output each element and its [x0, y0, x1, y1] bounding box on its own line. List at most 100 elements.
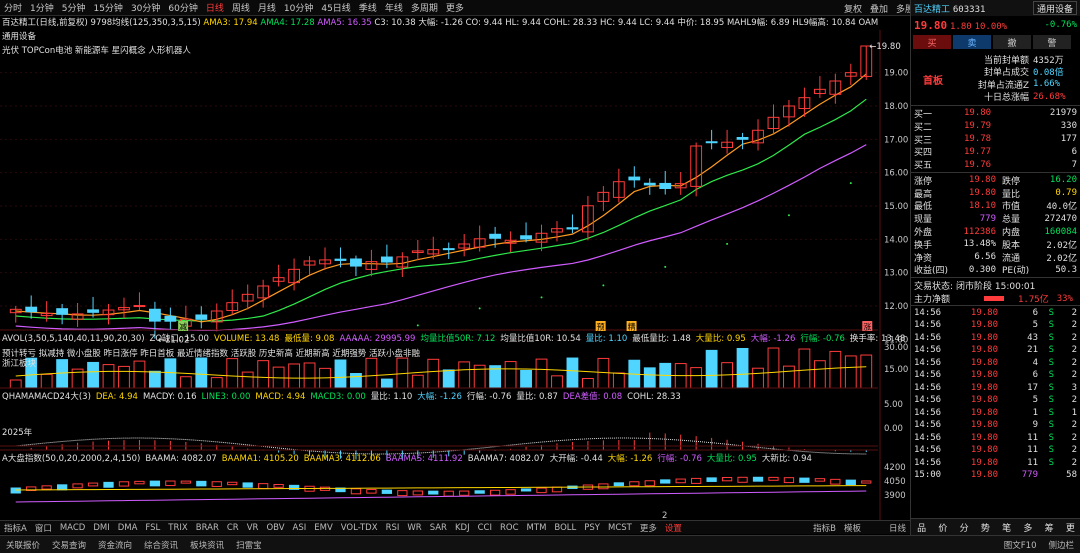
- timeframe-tab[interactable]: 周线: [231, 4, 250, 14]
- seal-value: 1.66%: [1033, 79, 1061, 90]
- timeframe-tab[interactable]: 更多: [445, 4, 464, 14]
- timeframe-tab[interactable]: 分时: [4, 4, 23, 14]
- timeframe-tab[interactable]: 日线: [205, 4, 224, 14]
- indicator-tab[interactable]: ROC: [500, 522, 519, 533]
- indicator-tab[interactable]: DMI: [93, 522, 110, 533]
- chart-tool-button[interactable]: 叠加: [870, 4, 889, 15]
- stock-name: 百达精工: [914, 4, 951, 15]
- volume-bar: [736, 347, 749, 389]
- timeframe-tab[interactable]: 1分钟: [30, 4, 54, 14]
- indicator-tab[interactable]: BOLL: [554, 522, 577, 533]
- indicator-tab[interactable]: MCST: [607, 522, 632, 533]
- indicator-tab[interactable]: ASI: [292, 522, 307, 533]
- indicator-tab[interactable]: SAR: [429, 522, 447, 533]
- indicator-tab[interactable]: 指标A: [4, 523, 27, 534]
- bid-row[interactable]: 买五 19.76 7: [911, 158, 1080, 172]
- indicator-tab[interactable]: MTM: [526, 522, 547, 533]
- timeframe-tab[interactable]: 多周期: [410, 4, 438, 14]
- region-tag: 浙江板块: [2, 359, 37, 369]
- panel-footer-tab[interactable]: 价: [938, 523, 948, 534]
- tick-volume: 5: [1032, 320, 1038, 331]
- indicator-tab[interactable]: RSI: [385, 522, 400, 533]
- indicator-tab[interactable]: DMA: [117, 522, 138, 533]
- indicator-tab[interactable]: VOL-TDX: [340, 522, 378, 533]
- bid-row[interactable]: 买四 19.77 6: [911, 145, 1080, 159]
- candle-body: [551, 228, 563, 233]
- stat-label: 量比: [1002, 189, 1021, 200]
- status-link[interactable]: 综合资讯: [144, 540, 179, 551]
- timeframe-tab[interactable]: 60分钟: [168, 4, 198, 14]
- index-candle: [366, 489, 377, 494]
- indicator-tab[interactable]: BRAR: [195, 522, 219, 533]
- period-tab[interactable]: 日线: [888, 523, 906, 534]
- index-info-line: A大盘指数(50,0,20,2000,2,4,150) BAAMA: 4082.0…: [2, 452, 910, 464]
- panel-footer-tab[interactable]: 品: [917, 523, 927, 534]
- status-right-link[interactable]: 图文F10: [1003, 540, 1037, 551]
- tick-count: 2: [1071, 370, 1077, 381]
- stat-value: 18.10: [968, 200, 996, 211]
- indicator-value: LINE3: 0.00: [201, 392, 251, 402]
- indicator-tab[interactable]: TRIX: [168, 522, 188, 533]
- indicator-tab[interactable]: 更多: [639, 523, 657, 534]
- stat-label: 涨停: [914, 176, 933, 187]
- indicator-tab[interactable]: FSL: [145, 522, 161, 533]
- bid-row[interactable]: 买二 19.79 330: [911, 120, 1080, 133]
- tick-price: 19.80: [970, 320, 998, 331]
- indicator-tab[interactable]: WR: [407, 522, 422, 533]
- kline-chart-svg[interactable]: 19.00 18.00 17.00 16.00 15.00 14.00 13.00 12.00…: [0, 16, 910, 521]
- chart-area[interactable]: 19.00 18.00 17.00 16.00 15.00 14.00 13.00 12.00…: [0, 16, 910, 521]
- template-tab[interactable]: 指标B: [813, 523, 836, 534]
- panel-footer-tab[interactable]: 筹: [1044, 523, 1054, 534]
- panel-footer-tab[interactable]: 多: [1023, 523, 1033, 534]
- timeframe-tab[interactable]: 季线: [358, 4, 377, 14]
- bid-row[interactable]: 买一 19.80 21979: [911, 107, 1080, 120]
- status-link[interactable]: 交易查询: [52, 540, 87, 551]
- panel-footer-tab[interactable]: 笔: [1002, 523, 1012, 534]
- timeframe-tab[interactable]: 10分钟: [283, 4, 314, 14]
- indicator-tab[interactable]: VR: [246, 522, 259, 533]
- volume-bar: [241, 371, 254, 389]
- indicator-tab[interactable]: OBV: [266, 522, 285, 533]
- panel-footer-tab[interactable]: 分: [959, 523, 969, 534]
- tick-volume: 11: [1027, 432, 1038, 443]
- indicator-tab[interactable]: CR: [226, 522, 239, 533]
- panel-footer-tab[interactable]: 更: [1065, 523, 1075, 534]
- stat-label: 换手: [914, 240, 933, 251]
- status-link[interactable]: 板块资讯: [190, 540, 225, 551]
- tick-time: 14:56: [914, 370, 942, 381]
- indicator-tab[interactable]: EMV: [314, 522, 333, 533]
- timeframe-tab[interactable]: 年线: [384, 4, 403, 14]
- hl9-value: HL9幅高: 10.84: [792, 18, 856, 28]
- cancel-order-button[interactable]: 撤: [993, 35, 1031, 49]
- buy-button[interactable]: 买: [913, 35, 951, 49]
- indicator-tab[interactable]: 窗口: [34, 523, 52, 534]
- bid-row[interactable]: 买三 19.78 177: [911, 133, 1080, 146]
- status-link[interactable]: 关联报价: [6, 540, 41, 551]
- stock-title: 百达精工(日线,前复权): [2, 18, 88, 28]
- mahl9-value: MAHL9幅: 6.89: [726, 18, 790, 28]
- indicator-tab[interactable]: PSY: [584, 522, 600, 533]
- alert-button[interactable]: 警: [1033, 35, 1071, 49]
- sector-button[interactable]: 通用设备: [1032, 1, 1077, 15]
- baamas-line: [15, 490, 867, 503]
- timeframe-tab[interactable]: 30分钟: [130, 4, 161, 14]
- indicator-tab[interactable]: MACD: [59, 522, 86, 533]
- timeframe-tab[interactable]: 45日线: [321, 4, 351, 14]
- status-right-link[interactable]: 侧边栏: [1048, 540, 1074, 551]
- template-tab[interactable]: 模板: [843, 523, 861, 534]
- timeframe-tab[interactable]: 月线: [257, 4, 276, 14]
- panel-footer-tab[interactable]: 势: [980, 523, 990, 534]
- status-link[interactable]: 扫雷宝: [236, 540, 262, 551]
- chart-tool-button[interactable]: 多股: [896, 4, 915, 15]
- timeframe-tab[interactable]: 15分钟: [93, 4, 123, 14]
- sell-button[interactable]: 卖: [953, 35, 991, 49]
- timeframe-tab[interactable]: 5分钟: [61, 4, 86, 14]
- candle-body: [628, 176, 641, 181]
- indicator-tab[interactable]: CCI: [477, 522, 492, 533]
- tick-list[interactable]: 14:56 19.80 6 S 2 14:56 19.80 5 S 2 14:56 19.80 43 S 2…: [911, 306, 1080, 481]
- indicator-tab[interactable]: KDJ: [454, 522, 470, 533]
- status-link[interactable]: 资金流向: [98, 540, 133, 551]
- tick-row: 14:56 19.80 5 S 2: [911, 319, 1080, 332]
- indicator-tab[interactable]: 设置: [664, 523, 682, 534]
- chart-tool-button[interactable]: 复权: [844, 4, 863, 15]
